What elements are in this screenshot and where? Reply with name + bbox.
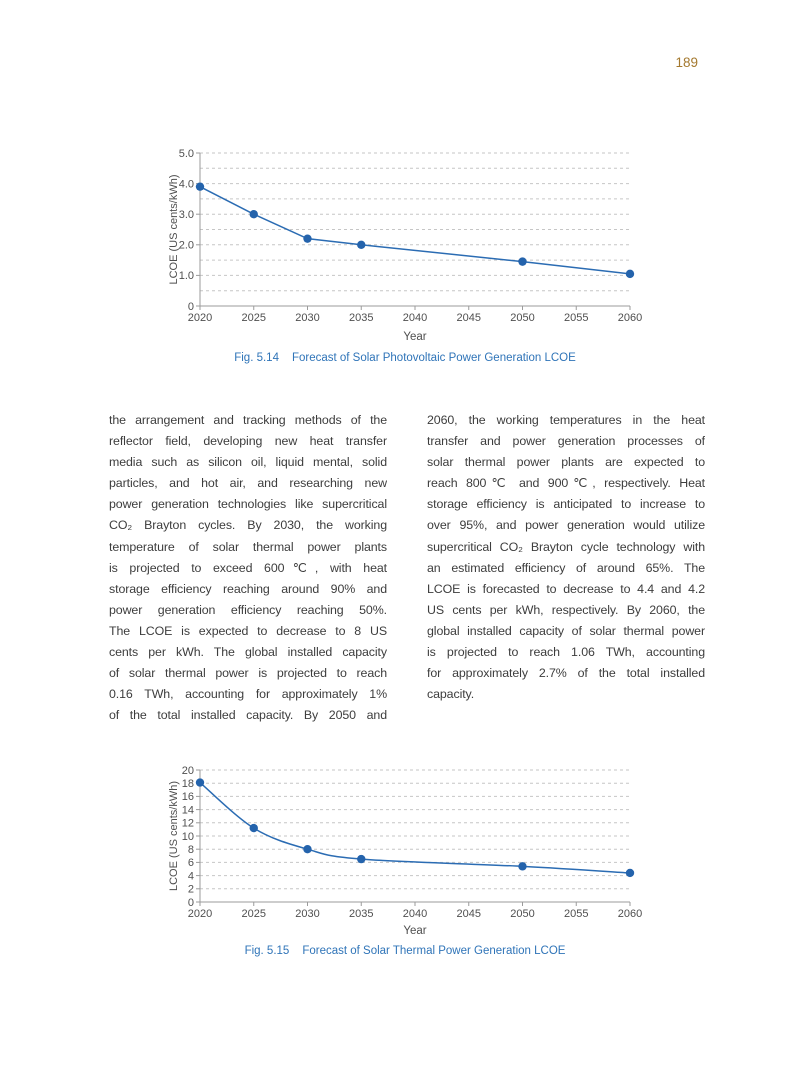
body-text-line: 2060, the working temperatures in the he… bbox=[427, 413, 705, 427]
body-text-line: of the total installed capacity. By 2050… bbox=[109, 708, 387, 723]
y-tick-label: 3.0 bbox=[179, 209, 194, 221]
x-tick-label: 2050 bbox=[510, 312, 534, 324]
data-point bbox=[625, 868, 635, 878]
y-tick-label: 10 bbox=[182, 831, 194, 843]
body-text-line: media such as silicon oil, liquid mental… bbox=[109, 455, 387, 470]
x-tick-label: 2020 bbox=[188, 908, 212, 920]
x-tick-label: 2035 bbox=[349, 908, 373, 920]
body-text-line: for approximately 2.7% of the total inst… bbox=[427, 666, 705, 681]
body-text-line: cents per kWh. The global installed capa… bbox=[109, 645, 387, 660]
x-tick-label: 2040 bbox=[403, 908, 427, 920]
body-text-line: over 95%, and power generation would uti… bbox=[427, 518, 705, 533]
body-text-line: transfer and power generation processes … bbox=[427, 434, 705, 449]
y-tick-label: 20 bbox=[182, 765, 194, 777]
data-line bbox=[199, 185, 631, 275]
data-point bbox=[357, 854, 366, 864]
data-point bbox=[357, 240, 366, 249]
data-point bbox=[303, 234, 312, 243]
body-text-line: reach 800℃ and 900℃, respectively. Heat bbox=[427, 476, 705, 491]
body-text-line: temperature of solar thermal power plant… bbox=[109, 539, 387, 554]
data-point bbox=[303, 845, 312, 854]
y-axis-label: LCOE (US cents/kWh) bbox=[168, 781, 180, 891]
figure-5-14-caption: Fig. 5.14 Forecast of Solar Photovoltaic … bbox=[140, 352, 670, 364]
y-tick-label: 5.0 bbox=[179, 148, 194, 160]
body-text-line: LCOE is forecasted to decrease to 4.4 an… bbox=[427, 581, 705, 596]
data-point bbox=[625, 269, 635, 279]
data-point bbox=[195, 182, 205, 191]
body-column-right: 2060, the working temperatures in the he… bbox=[427, 410, 705, 705]
x-tick-label: 2045 bbox=[457, 312, 481, 324]
y-tick-label: 6 bbox=[188, 857, 194, 869]
y-tick-label: 1.0 bbox=[179, 270, 194, 282]
data-point bbox=[249, 823, 258, 833]
body-text-line: reflector field, developing new heat tra… bbox=[109, 434, 387, 449]
y-tick-label: 12 bbox=[182, 818, 194, 830]
x-tick-label: 2055 bbox=[564, 312, 588, 324]
body-text-line: storage efficiency reaching around 90% a… bbox=[109, 581, 387, 596]
pv-lcoe-line-chart: 0 1.0 2.0 3.0 4.0 5.0 2020 2025 2030 2035 2040 2045… bbox=[168, 148, 642, 343]
body-text-line: capacity. bbox=[427, 687, 475, 702]
body-text-line: CO₂ Brayton cycles. By 2030, the working bbox=[109, 518, 387, 533]
x-tick-label: 2055 bbox=[564, 908, 588, 920]
body-text-line: power generation technologies like super… bbox=[109, 497, 387, 512]
x-tick-label: 2035 bbox=[349, 312, 373, 324]
body-text-line: storage efficiency is anticipated to inc… bbox=[427, 497, 705, 512]
y-tick-label: 14 bbox=[182, 804, 194, 816]
x-tick-label: 2030 bbox=[295, 312, 319, 324]
page-number: 189 bbox=[675, 55, 698, 70]
body-text-line: global installed capacity of solar therm… bbox=[427, 623, 705, 638]
data-point bbox=[195, 778, 205, 787]
x-tick-label: 2030 bbox=[295, 908, 319, 920]
figure-label: Fig. 5.14 bbox=[234, 352, 279, 364]
body-text-line: the arrangement and tracking methods of … bbox=[109, 413, 387, 427]
y-tick-label: 16 bbox=[182, 791, 194, 803]
y-tick-label: 2 bbox=[188, 884, 194, 896]
x-tick-label: 2020 bbox=[188, 312, 212, 324]
body-text-line: solar thermal power plants are expected … bbox=[427, 455, 705, 470]
y-tick-label: 18 bbox=[182, 778, 194, 790]
body-text-line: US cents per kWh, respectively. By 2060,… bbox=[427, 602, 705, 617]
y-tick-label: 4.0 bbox=[179, 178, 194, 190]
x-axis-label: Year bbox=[403, 331, 426, 343]
body-text-line: is projected to exceed 600℃, with heat bbox=[109, 560, 387, 575]
body-column-left: the arrangement and tracking methods of … bbox=[109, 410, 387, 726]
figure-label: Fig. 5.15 bbox=[244, 945, 290, 957]
x-tick-label: 2040 bbox=[403, 312, 427, 324]
body-text-line: particles, and hot air, and researching … bbox=[109, 476, 387, 491]
y-tick-label: 0 bbox=[188, 301, 194, 313]
data-point bbox=[249, 210, 258, 219]
body-text-line: an estimated efficiency of around 65%. T… bbox=[427, 560, 705, 575]
figure-title: Forecast of Solar Thermal Power Generati… bbox=[302, 945, 566, 957]
y-tick-label: 2.0 bbox=[179, 240, 194, 252]
body-text-line: is projected to reach 1.06 TWh, accounti… bbox=[427, 645, 705, 660]
x-tick-label: 2025 bbox=[242, 312, 266, 324]
y-axis-label: LCOE (US cents/kWh) bbox=[168, 174, 180, 284]
x-tick-label: 2050 bbox=[510, 908, 534, 920]
body-text-line: 0.16 TWh, accounting for approximately 1… bbox=[109, 687, 387, 702]
x-axis-label: Year bbox=[403, 925, 426, 937]
x-tick-label: 2025 bbox=[242, 908, 266, 920]
figure-5-15-caption: Fig. 5.15 Forecast of Solar Thermal Power… bbox=[140, 945, 670, 957]
body-text-line: of solar thermal power is projected to r… bbox=[109, 666, 387, 681]
body-text-line: supercritical CO₂ Brayton cycle technolo… bbox=[427, 539, 705, 554]
x-tick-label: 2045 bbox=[457, 908, 481, 920]
data-point bbox=[518, 862, 527, 871]
x-tick-label: 2060 bbox=[618, 908, 642, 920]
x-tick-label: 2060 bbox=[618, 312, 642, 324]
data-point bbox=[518, 257, 527, 266]
y-tick-label: 4 bbox=[188, 870, 194, 882]
body-text-line: power generation efficiency reaching 50%… bbox=[109, 602, 387, 617]
y-tick-label: 8 bbox=[188, 844, 194, 856]
figure-title: Forecast of Solar Photovoltaic Power Gen… bbox=[291, 352, 576, 364]
data-line bbox=[199, 781, 631, 874]
body-text-line: The LCOE is expected to decrease to 8 US bbox=[109, 623, 387, 638]
y-tick-label: 0 bbox=[188, 897, 194, 909]
